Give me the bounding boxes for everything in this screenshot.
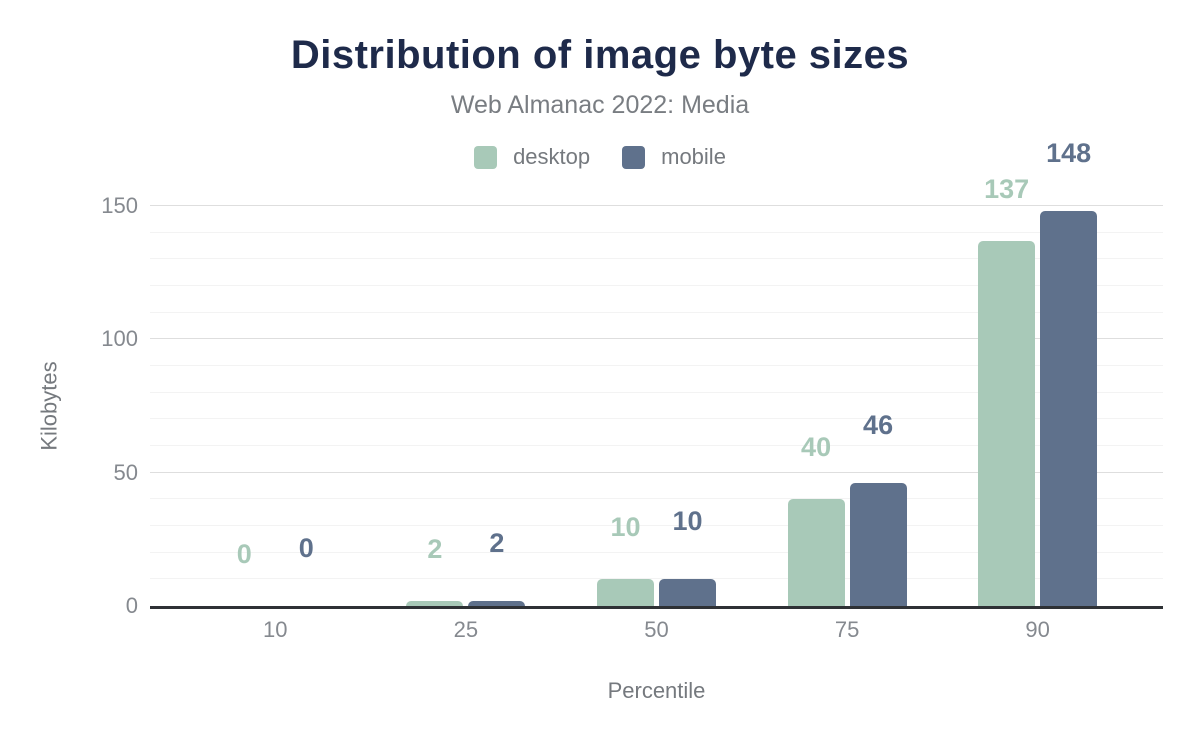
bar-desktop-p50[interactable] [596, 579, 654, 606]
bar-group-p50: 10 10 [561, 206, 752, 606]
bar-value-desktop-p75: 40 [801, 432, 832, 463]
bar-column-mobile-p50: 10 [658, 506, 716, 606]
bar-column-desktop-p25: 2 [406, 534, 464, 606]
minor-gridline-140 [150, 231, 1163, 233]
bar-mobile-p50[interactable] [658, 579, 716, 606]
bar-group-p75: 40 46 [752, 206, 943, 606]
major-gridline-100 [150, 338, 1163, 340]
bar-series-container: 0 0 2 2 10 10 40 46 137 148 [150, 138, 1163, 606]
x-tick-label-75: 75 [834, 617, 860, 642]
legend-item-desktop: desktop [474, 144, 590, 170]
desktop-swatch-icon [474, 145, 498, 169]
legend-item-mobile: mobile [622, 144, 726, 170]
chart-subtitle: Web Almanac 2022: Media [450, 91, 750, 119]
minor-gridline-20 [150, 551, 1163, 553]
minor-gridline-10 [150, 578, 1163, 580]
bar-desktop-p25[interactable] [406, 600, 464, 606]
legend-label-desktop: desktop [513, 144, 591, 169]
x-tick-label-50: 50 [644, 617, 669, 642]
x-tick-label-10: 10 [263, 617, 288, 642]
y-tick-label-150: 150 [101, 193, 138, 218]
x-tick-labels: 10 25 50 75 90 [150, 617, 1163, 643]
chart-title: Distribution of image byte sizes [290, 33, 910, 77]
minor-gridline-90 [150, 365, 1163, 366]
bar-column-mobile-p90: 148 [1040, 138, 1098, 606]
minor-gridline-120 [150, 285, 1163, 286]
bar-desktop-p90[interactable] [978, 240, 1036, 606]
legend-label-mobile: mobile [661, 144, 726, 169]
legend: desktop mobile [0, 144, 1200, 170]
bar-value-mobile-p90: 148 [1046, 138, 1092, 169]
bar-value-desktop-p10: 0 [236, 539, 252, 569]
bar-value-mobile-p50: 10 [672, 506, 703, 537]
x-tick-label-25: 25 [453, 617, 479, 642]
minor-gridline-110 [150, 311, 1163, 313]
x-axis-title: Percentile [607, 678, 706, 703]
bar-value-mobile-p75: 46 [863, 410, 894, 441]
bar-column-desktop-p75: 40 [787, 432, 845, 606]
bar-column-desktop-p90: 137 [978, 174, 1036, 606]
y-tick-labels: 0 50 100 150 [0, 193, 138, 618]
bar-value-mobile-p25: 2 [489, 527, 505, 558]
major-gridline-50 [150, 471, 1163, 473]
x-tick-label-90: 90 [1025, 617, 1050, 642]
bar-mobile-p75[interactable] [849, 483, 907, 606]
minor-gridline-40 [150, 498, 1163, 500]
minor-gridline-130 [150, 258, 1163, 260]
y-tick-label-50: 50 [113, 459, 138, 485]
bar-value-desktop-p25: 2 [427, 533, 443, 564]
bar-value-desktop-p90: 137 [984, 173, 1030, 204]
plot-area: 0 0 2 2 10 10 40 46 137 148 [150, 138, 1163, 609]
bar-value-mobile-p10: 0 [298, 533, 314, 563]
bar-column-mobile-p75: 46 [849, 410, 907, 606]
minor-gridline-80 [150, 391, 1163, 393]
bar-mobile-p25[interactable] [468, 600, 526, 606]
minor-gridline-70 [150, 418, 1163, 420]
bar-column-mobile-p25: 2 [468, 528, 526, 606]
mobile-swatch-icon [622, 145, 646, 169]
bar-desktop-p75[interactable] [787, 499, 845, 606]
major-gridline-150 [150, 205, 1163, 206]
y-tick-label-0: 0 [125, 593, 138, 618]
bar-mobile-p90[interactable] [1040, 211, 1098, 606]
bar-group-p90: 137 148 [942, 138, 1133, 606]
y-tick-label-100: 100 [101, 326, 138, 352]
minor-gridline-60 [150, 445, 1163, 446]
bar-column-desktop-p50: 10 [596, 512, 654, 606]
bar-value-desktop-p50: 10 [610, 512, 641, 543]
minor-gridline-30 [150, 525, 1163, 526]
